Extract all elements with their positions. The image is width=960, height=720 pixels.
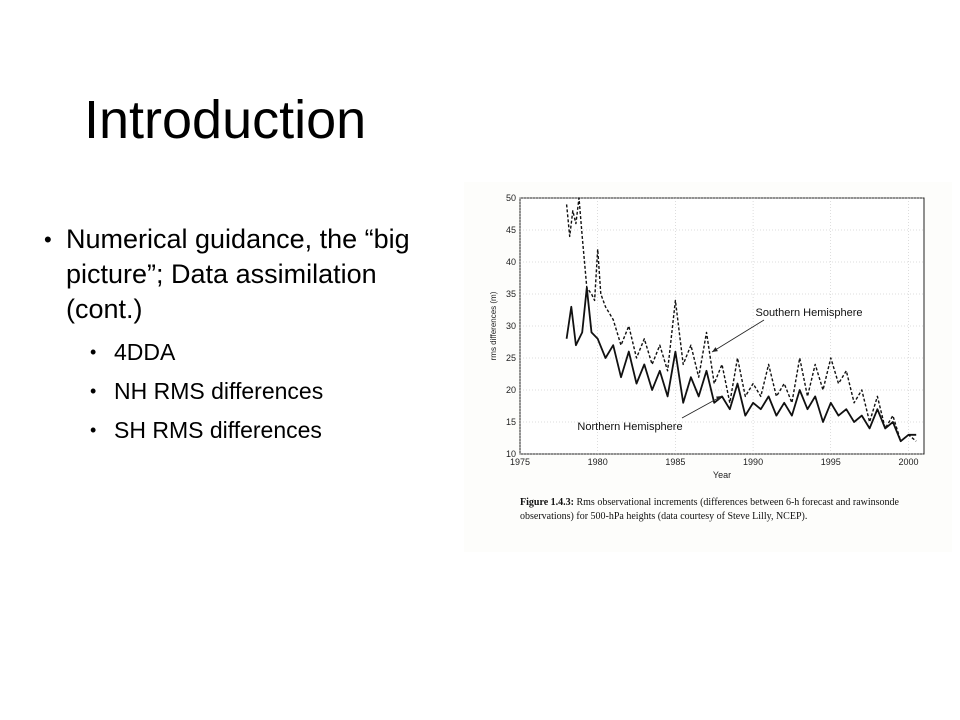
x-tick-label: 1990: [743, 457, 763, 467]
sub-bullet-item: • NH RMS differences: [44, 376, 454, 406]
y-tick-label: 30: [506, 321, 516, 331]
caption-label: Figure 1.4.3:: [520, 497, 574, 508]
x-tick-label: 1980: [588, 457, 608, 467]
y-tick-label: 40: [506, 257, 516, 267]
bullet-text: Numerical guidance, the “big picture”; D…: [66, 224, 410, 324]
bullet-dot-icon: •: [44, 227, 52, 252]
bullet-item: • Numerical guidance, the “big picture”;…: [44, 222, 454, 327]
southern-hemisphere-line: [565, 197, 917, 442]
slide-title: Introduction: [84, 90, 367, 150]
sub-bullet-text: 4DDA: [114, 339, 176, 365]
y-tick-label: 20: [506, 385, 516, 395]
y-tick-label: 45: [506, 225, 516, 235]
rms-chart: 10 15 20 25 30 35 40 45 50 1975 1980 1985 1990 1995 20…: [489, 193, 925, 480]
sub-bullet-text: SH RMS differences: [114, 417, 322, 443]
bullet-dot-icon: •: [90, 342, 97, 362]
y-tick-label: 25: [506, 353, 516, 363]
sub-bullet-item: • 4DDA: [44, 337, 454, 367]
y-tick-label: 50: [506, 193, 516, 203]
x-tick-label: 1975: [510, 457, 530, 467]
bullet-dot-icon: •: [90, 420, 97, 440]
bullet-list: • Numerical guidance, the “big picture”;…: [44, 222, 454, 454]
southern-hemisphere-annotation: Southern Hemisphere: [755, 307, 862, 319]
sub-bullet-text: NH RMS differences: [114, 378, 324, 404]
caption-text: Rms observational increments (difference…: [520, 497, 899, 522]
y-tick-label: 10: [506, 449, 516, 459]
annotation-arrow-line: [681, 395, 723, 419]
northern-hemisphere-annotation: Northern Hemisphere: [577, 421, 682, 433]
x-tick-label: 2000: [898, 457, 918, 467]
x-tick-label: 1985: [665, 457, 685, 467]
y-tick-label: 15: [506, 417, 516, 427]
x-tick-label: 1995: [821, 457, 841, 467]
northern-hemisphere-line: [565, 286, 917, 443]
annotation-arrowhead: [712, 347, 718, 352]
y-axis-label: rms differences (m): [489, 291, 498, 360]
sub-bullet-item: • SH RMS differences: [44, 415, 454, 445]
y-tick-label: 35: [506, 289, 516, 299]
annotation-arrow-line: [711, 319, 765, 353]
annotation-arrowhead: [716, 396, 722, 401]
bullet-dot-icon: •: [90, 381, 97, 401]
x-axis-label: Year: [713, 470, 731, 480]
figure-panel: 10 15 20 25 30 35 40 45 50 1975 1980 1985 1990 1995 20…: [464, 182, 952, 552]
figure-caption: Figure 1.4.3: Rms observational incremen…: [520, 496, 940, 524]
